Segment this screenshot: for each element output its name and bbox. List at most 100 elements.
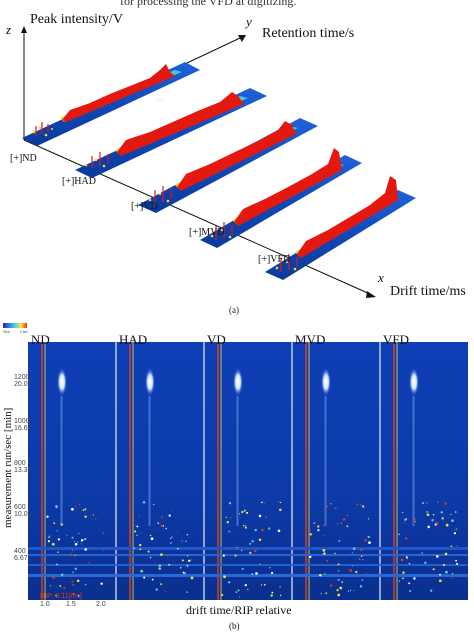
noise-spot [426,510,429,513]
noise-spot [71,580,74,583]
noise-spot [401,511,404,514]
noise-spot [341,581,343,583]
noise-spot [336,589,339,592]
noise-spot [181,540,183,542]
noise-spot [247,588,249,591]
noise-spot [279,508,282,512]
noise-spot [74,540,76,542]
noise-spot [234,554,237,557]
noise-spot [424,561,427,564]
noise-spot [346,514,348,517]
noise-spot [84,548,88,551]
noise-spot [359,585,363,588]
noise-spot [57,538,61,541]
noise-spot [271,591,274,594]
noise-spot [443,564,446,566]
noise-spot [325,592,328,595]
noise-spot [444,502,447,505]
noise-spot [337,570,340,572]
noise-spot [432,514,435,516]
noise-spot [336,523,339,525]
strip-mvd [200,148,362,248]
strip-vd [138,118,318,213]
noise-spot [157,522,160,525]
signal-vfd [409,368,419,526]
noise-spot [138,515,140,517]
noise-spot [352,547,356,551]
noise-spot [139,543,142,547]
noise-spot [48,536,51,539]
noise-spot [133,547,135,550]
noise-spot [47,540,51,543]
noise-spot [455,528,457,530]
noise-spot [221,593,224,597]
noise-spot [320,592,323,595]
heatmap-background [28,342,468,600]
noise-spot [83,538,87,541]
noise-spot [136,534,138,537]
noise-spot [415,520,417,523]
noise-spot [408,562,411,565]
sample-label-vfd: [+]VFD [258,254,291,265]
noise-spot [52,576,55,579]
noise-spot [241,510,244,514]
noise-spot [140,569,144,572]
noise-spot [236,546,238,548]
noise-spot [171,536,173,538]
noise-spot [244,524,247,527]
noise-spot [84,515,87,518]
noise-spot [279,586,281,588]
noise-spot [335,507,337,509]
noise-spot [84,508,87,511]
noise-spot [55,505,57,507]
noise-spot [143,576,146,579]
noise-spot [313,522,315,524]
noise-spot [259,563,261,565]
noise-spot [261,501,263,503]
column-title-mvd: MVD [295,332,326,347]
noise-spot [353,589,355,592]
noise-spot [140,532,142,534]
noise-spot [450,513,452,515]
noise-spot [322,534,325,536]
noise-spot [55,594,58,597]
noise-spot [445,523,449,527]
noise-spot [330,502,332,505]
x-tick-3: 2.0 [96,601,106,608]
noise-spot [88,561,90,564]
noise-spot [134,530,137,533]
noise-spots [46,501,459,598]
noise-spot [81,539,84,542]
y-tick-4: 600 10.00 [14,504,32,518]
noise-spot [334,552,336,555]
spectra-strips [22,62,416,280]
noise-spot [322,549,326,552]
noise-spot [57,551,59,553]
noise-spot [270,571,274,575]
noise-spot [160,553,162,555]
noise-spot [364,539,367,542]
noise-spot [170,537,172,540]
noise-spot [346,525,349,528]
noise-spot [94,518,97,520]
noise-spot [440,511,443,514]
noise-spot [309,533,312,536]
noise-spot [348,590,350,592]
noise-spot [422,502,425,505]
noise-spot [362,559,364,561]
y-tick-2: 1000 16.67 [14,418,32,432]
noise-spot [404,522,406,524]
noise-spot [451,577,453,579]
noise-spot [78,503,81,506]
noise-spot [431,519,434,522]
noise-spot [72,571,74,573]
noise-spot [168,563,171,566]
noise-spot [254,549,257,553]
z-axis-label: Peak intensity/V [30,12,123,27]
noise-spot [246,511,249,514]
noise-spot [402,571,405,574]
panel-b: Sec Corr [0,318,474,634]
noise-spot [263,502,265,505]
panel-a-label: (a) [229,305,239,315]
noise-spot [222,554,225,557]
